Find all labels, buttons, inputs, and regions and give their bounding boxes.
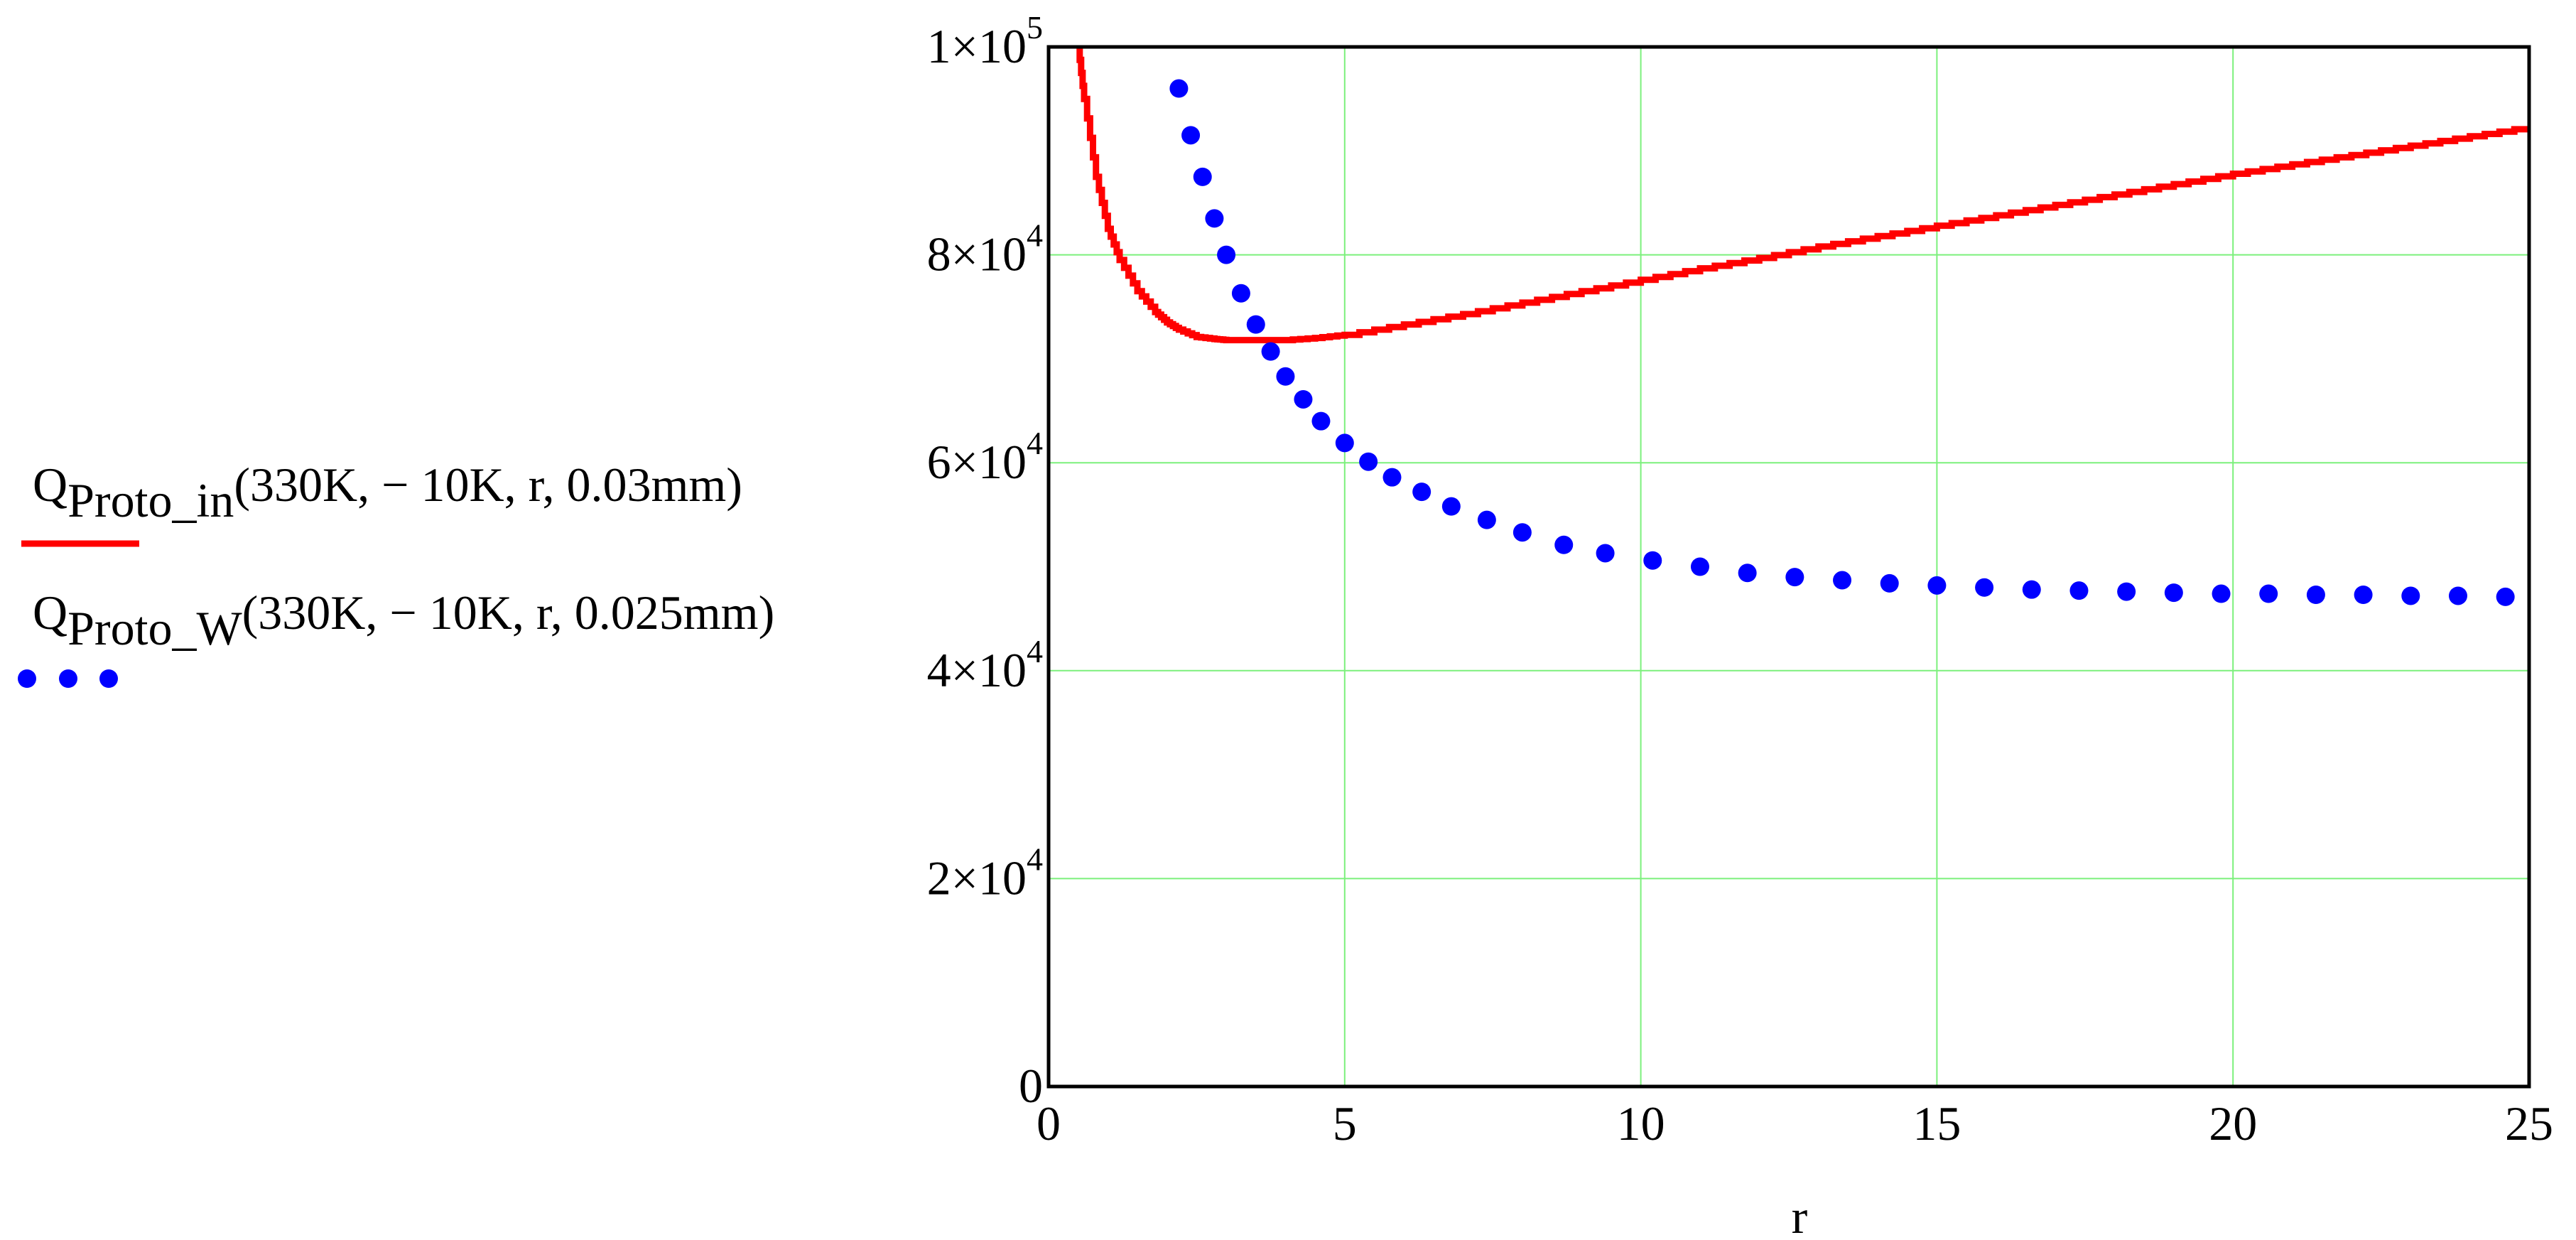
series-proto-w-point bbox=[2306, 586, 2325, 605]
series-proto-w-point bbox=[1690, 557, 1709, 576]
series-proto-w-point bbox=[1261, 342, 1280, 361]
legend-2-swatch bbox=[18, 669, 118, 688]
x-axis-label: r bbox=[1792, 1190, 1808, 1240]
series-proto-w-point bbox=[1181, 126, 1201, 145]
legend-2-args: (330K, − 10K, r, 0.025mm) bbox=[242, 586, 775, 640]
series-proto-w-point bbox=[1596, 544, 1615, 563]
series-proto-w-point bbox=[1205, 209, 1224, 228]
x-tick-label: 5 bbox=[1333, 1096, 1357, 1150]
series-proto-w-point bbox=[1738, 564, 1757, 583]
series-proto-w-point bbox=[1169, 79, 1189, 98]
series-proto-w-point bbox=[2117, 582, 2136, 601]
series-proto-w-point bbox=[1217, 245, 1236, 264]
y-axis-ticks: 0 2×104 4×104 6×104 8×104 1×105 bbox=[927, 9, 1043, 1113]
series-proto-w-point bbox=[1412, 482, 1432, 502]
legend-2-sub: Proto_W bbox=[67, 601, 242, 655]
series-proto-w-point bbox=[1512, 523, 1532, 542]
series-proto-w-point bbox=[1643, 551, 1662, 570]
svg-text:QProto_in(330K, − 10K, r, 0.03: QProto_in(330K, − 10K, r, 0.03mm) bbox=[33, 458, 742, 527]
legend-1-args: (330K, − 10K, r, 0.03mm) bbox=[234, 458, 742, 512]
series-proto-w-point bbox=[2164, 583, 2183, 603]
series-proto-w-point bbox=[1554, 535, 1574, 554]
series-proto-w-point bbox=[1294, 389, 1313, 409]
svg-text:QProto_W(330K, − 10K, r, 0.025: QProto_W(330K, − 10K, r, 0.025mm) bbox=[33, 586, 774, 655]
y-tick-label: 4×104 bbox=[927, 633, 1043, 697]
series-layer bbox=[1076, 47, 2529, 606]
series-proto-w-point bbox=[1833, 571, 1852, 590]
legend-entry-proto-w: QProto_W(330K, − 10K, r, 0.025mm) bbox=[18, 586, 774, 688]
series-proto-w-point bbox=[1382, 468, 1402, 487]
plot-frame bbox=[1046, 45, 2531, 1089]
series-proto-w-point bbox=[2259, 584, 2278, 603]
x-tick-label: 20 bbox=[2209, 1096, 2257, 1150]
series-proto-w-point bbox=[2354, 586, 2373, 605]
series-proto-w-point bbox=[1441, 497, 1461, 516]
series-proto-w-point bbox=[1880, 573, 1899, 593]
x-tick-label: 25 bbox=[2505, 1096, 2553, 1150]
series-proto-w-point bbox=[1975, 578, 1994, 597]
grid bbox=[1049, 47, 2529, 1087]
series-proto-w-point bbox=[1927, 576, 1947, 595]
series-proto-w-point bbox=[1359, 452, 1378, 471]
series-proto-w-point bbox=[2069, 581, 2089, 600]
x-axis-ticks: 0 5 10 15 20 25 bbox=[1037, 1096, 2553, 1150]
x-tick-label: 15 bbox=[1912, 1096, 1961, 1150]
x-tick-label: 10 bbox=[1617, 1096, 1665, 1150]
y-tick-label: 6×104 bbox=[927, 425, 1043, 489]
legend-2-main: Q bbox=[33, 586, 67, 640]
series-proto-w-point bbox=[2401, 586, 2420, 605]
series-proto-w-point bbox=[1193, 167, 1212, 186]
legend-1-sub: Proto_in bbox=[67, 473, 234, 527]
legend-1-main: Q bbox=[33, 458, 67, 512]
series-proto-in-line bbox=[1076, 47, 2529, 344]
series-proto-w-point bbox=[1477, 510, 1496, 529]
series-proto-w-point bbox=[1246, 315, 1265, 334]
legend-entry-proto-in: QProto_in(330K, − 10K, r, 0.03mm) bbox=[21, 458, 742, 547]
x-tick-label: 0 bbox=[1037, 1096, 1061, 1150]
series-proto-w-point bbox=[2448, 586, 2467, 605]
y-tick-label: 0 bbox=[1019, 1059, 1043, 1113]
series-proto-w-point bbox=[2496, 587, 2515, 606]
y-tick-label: 8×104 bbox=[927, 217, 1043, 281]
series-proto-w-point bbox=[1785, 568, 1804, 587]
series-proto-w-point bbox=[1276, 367, 1295, 386]
series-proto-w-point bbox=[1335, 433, 1354, 453]
y-tick-label: 1×105 bbox=[927, 9, 1043, 73]
y-tick-label: 2×104 bbox=[927, 841, 1043, 905]
series-proto-w-point bbox=[2022, 580, 2041, 599]
series-proto-w-point bbox=[1231, 284, 1250, 303]
series-proto-w-point bbox=[1311, 411, 1331, 431]
plot-background bbox=[1049, 47, 2529, 1087]
series-group bbox=[1076, 47, 2529, 606]
series-proto-w-point bbox=[2212, 584, 2231, 603]
